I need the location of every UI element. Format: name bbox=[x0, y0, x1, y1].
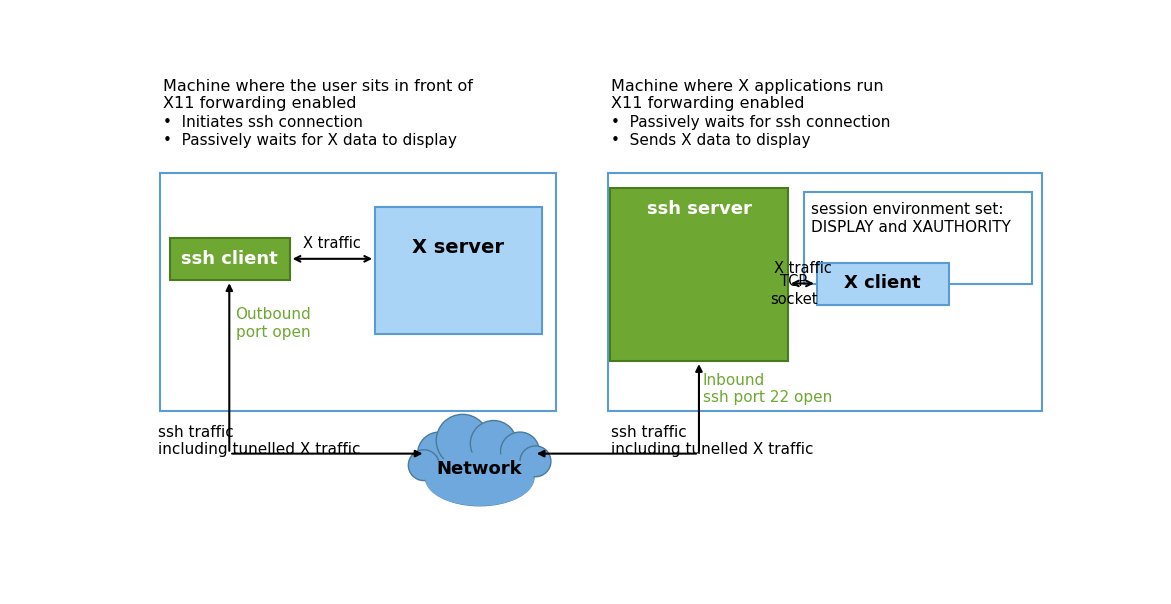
Text: X11 forwarding enabled: X11 forwarding enabled bbox=[611, 95, 804, 111]
Text: Inbound
ssh port 22 open: Inbound ssh port 22 open bbox=[703, 373, 833, 405]
Ellipse shape bbox=[471, 420, 516, 467]
Text: DISPLAY and XAUTHORITY: DISPLAY and XAUTHORITY bbox=[812, 220, 1012, 236]
Ellipse shape bbox=[425, 448, 534, 506]
Text: TCP
socket: TCP socket bbox=[769, 274, 817, 307]
Ellipse shape bbox=[425, 452, 534, 506]
Text: X traffic: X traffic bbox=[303, 236, 362, 251]
Bar bbox=[803, 192, 1032, 284]
Text: including tunelled X traffic: including tunelled X traffic bbox=[158, 442, 361, 457]
Text: •  Initiates ssh connection: • Initiates ssh connection bbox=[164, 115, 363, 130]
Ellipse shape bbox=[520, 446, 550, 477]
Bar bbox=[160, 173, 555, 411]
Bar bbox=[375, 207, 542, 334]
Text: X server: X server bbox=[412, 238, 504, 257]
Text: Machine where the user sits in front of: Machine where the user sits in front of bbox=[164, 79, 473, 94]
Ellipse shape bbox=[418, 432, 461, 475]
Text: X client: X client bbox=[844, 274, 920, 292]
Text: ssh traffic: ssh traffic bbox=[158, 425, 234, 440]
Bar bbox=[608, 173, 1041, 411]
Text: •  Passively waits for ssh connection: • Passively waits for ssh connection bbox=[611, 115, 891, 130]
Text: session environment set:: session environment set: bbox=[812, 202, 1004, 217]
Bar bbox=[170, 238, 289, 280]
Text: including tunelled X traffic: including tunelled X traffic bbox=[611, 442, 814, 457]
Text: Outbound
port open: Outbound port open bbox=[235, 307, 311, 339]
Text: X traffic: X traffic bbox=[774, 261, 831, 276]
Bar bbox=[610, 188, 788, 361]
Text: X11 forwarding enabled: X11 forwarding enabled bbox=[164, 95, 357, 111]
Text: ssh traffic: ssh traffic bbox=[611, 425, 687, 440]
Text: ssh client: ssh client bbox=[182, 250, 278, 268]
Text: •  Passively waits for X data to display: • Passively waits for X data to display bbox=[164, 132, 458, 147]
Bar bbox=[816, 263, 949, 305]
Text: ssh server: ssh server bbox=[646, 199, 752, 217]
Ellipse shape bbox=[437, 414, 489, 467]
Text: •  Sends X data to display: • Sends X data to display bbox=[611, 132, 810, 147]
Ellipse shape bbox=[409, 450, 439, 481]
Ellipse shape bbox=[500, 432, 540, 471]
Text: Network: Network bbox=[437, 460, 522, 478]
Text: Machine where X applications run: Machine where X applications run bbox=[611, 79, 884, 94]
